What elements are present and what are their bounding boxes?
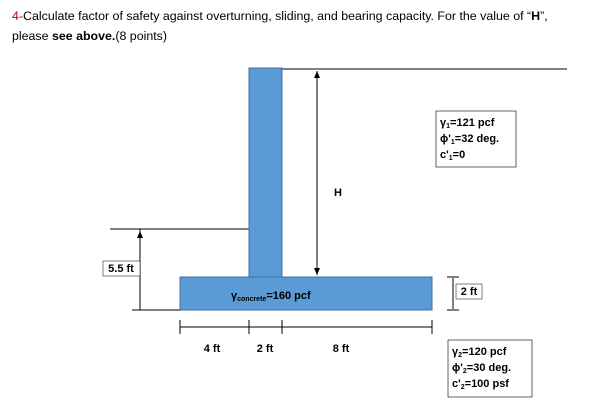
soil1-box — [435, 110, 517, 168]
question-text: ”, — [540, 9, 548, 23]
soil-property: c'1=0 — [440, 149, 465, 162]
question-text: Calculate factor of safety against overt… — [23, 9, 532, 23]
thickness-label: 2 ft — [461, 286, 478, 298]
soil-property: c'2=100 psf — [452, 378, 509, 391]
value-text: =120 pcf — [462, 346, 507, 358]
soil-property: γ1=121 pcf — [440, 117, 495, 130]
wall-base — [179, 276, 433, 311]
label-box — [455, 283, 483, 300]
soil-property: ϕ'1=32 deg. — [440, 133, 499, 146]
subscript: 1 — [446, 123, 450, 130]
subscript: 2 — [458, 352, 462, 359]
value-text: =100 psf — [465, 378, 510, 390]
text: concrete — [237, 296, 266, 303]
soil2-box — [447, 339, 533, 398]
heel-label: 8 ft — [333, 343, 350, 355]
subscript: 2 — [461, 384, 465, 391]
symbol: c' — [452, 378, 461, 390]
subscript: 1 — [449, 155, 453, 162]
height-label: H — [334, 187, 342, 199]
value-text: =121 pcf — [450, 117, 495, 129]
question-text: (8 points) — [115, 29, 167, 43]
depth-label: 5.5 ft — [108, 263, 134, 275]
text: γ — [231, 290, 238, 302]
soil-property: ϕ'2=30 deg. — [452, 362, 511, 375]
symbol: γ — [452, 346, 459, 358]
concrete-label: γconcrete=160 pcf — [231, 290, 311, 303]
symbol: ϕ' — [440, 133, 451, 145]
question-text: please — [12, 29, 52, 43]
soil-property: γ2=120 pcf — [452, 346, 507, 359]
wall-stem — [248, 67, 283, 278]
subscript: 2 — [463, 368, 467, 375]
question-bold: see above. — [51, 29, 116, 43]
question-highlight: H — [531, 9, 541, 23]
symbol: ϕ' — [452, 362, 463, 374]
subscript: 1 — [451, 139, 455, 146]
value-text: =30 deg. — [467, 362, 511, 374]
toe-label: 4 ft — [204, 343, 221, 355]
value-text: =0 — [453, 149, 466, 161]
symbol: γ — [440, 117, 447, 129]
symbol: c' — [440, 149, 449, 161]
question: 4-Calculate factor of safety against ove… — [12, 6, 608, 46]
question-number: 4- — [12, 9, 24, 23]
text: =160 pcf — [266, 290, 311, 302]
stem-label: 2 ft — [257, 343, 274, 355]
label-box — [102, 260, 141, 277]
value-text: =32 deg. — [455, 133, 499, 145]
